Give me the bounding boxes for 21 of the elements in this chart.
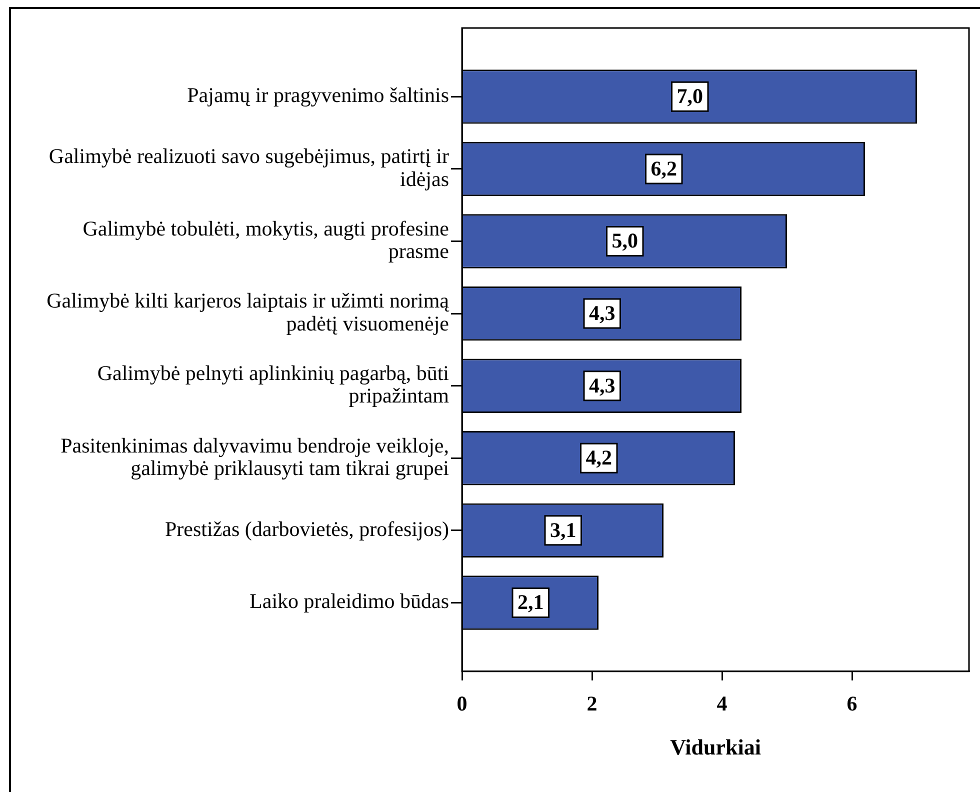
data-label: 6,2: [650, 156, 677, 180]
y-tick-label: Galimybė tobulėti, mokytis, augti profesine prasme: [82, 216, 449, 264]
y-tick-label: Galimybė kilti karjeros laiptais ir užimti norimą padėtį visuomenėje: [46, 288, 450, 336]
y-tick-label: Galimybė pelnyti aplinkinių pagarbą, būti pripažintam: [97, 361, 450, 408]
x-tick-label: 2: [586, 691, 598, 716]
x-tick-label: 6: [846, 691, 858, 716]
y-tick-label: Galimybė realizuoti savo sugebėjimus, patirtį ir idėjas: [48, 144, 449, 191]
data-label: 4,3: [589, 373, 616, 398]
y-tick-label: Laiko praleidimo būdas: [250, 589, 449, 614]
x-tick-label: 0: [456, 691, 468, 716]
x-axis-title: Vidurkiai: [670, 734, 761, 760]
data-label: 2,1: [518, 590, 544, 614]
data-label: 3,1: [550, 518, 576, 542]
data-label: 4,2: [586, 446, 612, 470]
data-label: 5,0: [612, 228, 638, 253]
y-tick-label: Prestižas (darbovietės, profesijos): [164, 516, 449, 541]
x-tick-label: 4: [716, 691, 728, 716]
y-tick-label: Pajamų ir pragyvenimo šaltinis: [187, 83, 449, 108]
y-tick-label: Pasitenkinimas dalyvavimu bendroje veikloje, galimybė priklausyti tam tikrai grupei: [60, 433, 450, 480]
data-label: 7,0: [676, 84, 703, 108]
data-label: 4,3: [589, 300, 616, 325]
